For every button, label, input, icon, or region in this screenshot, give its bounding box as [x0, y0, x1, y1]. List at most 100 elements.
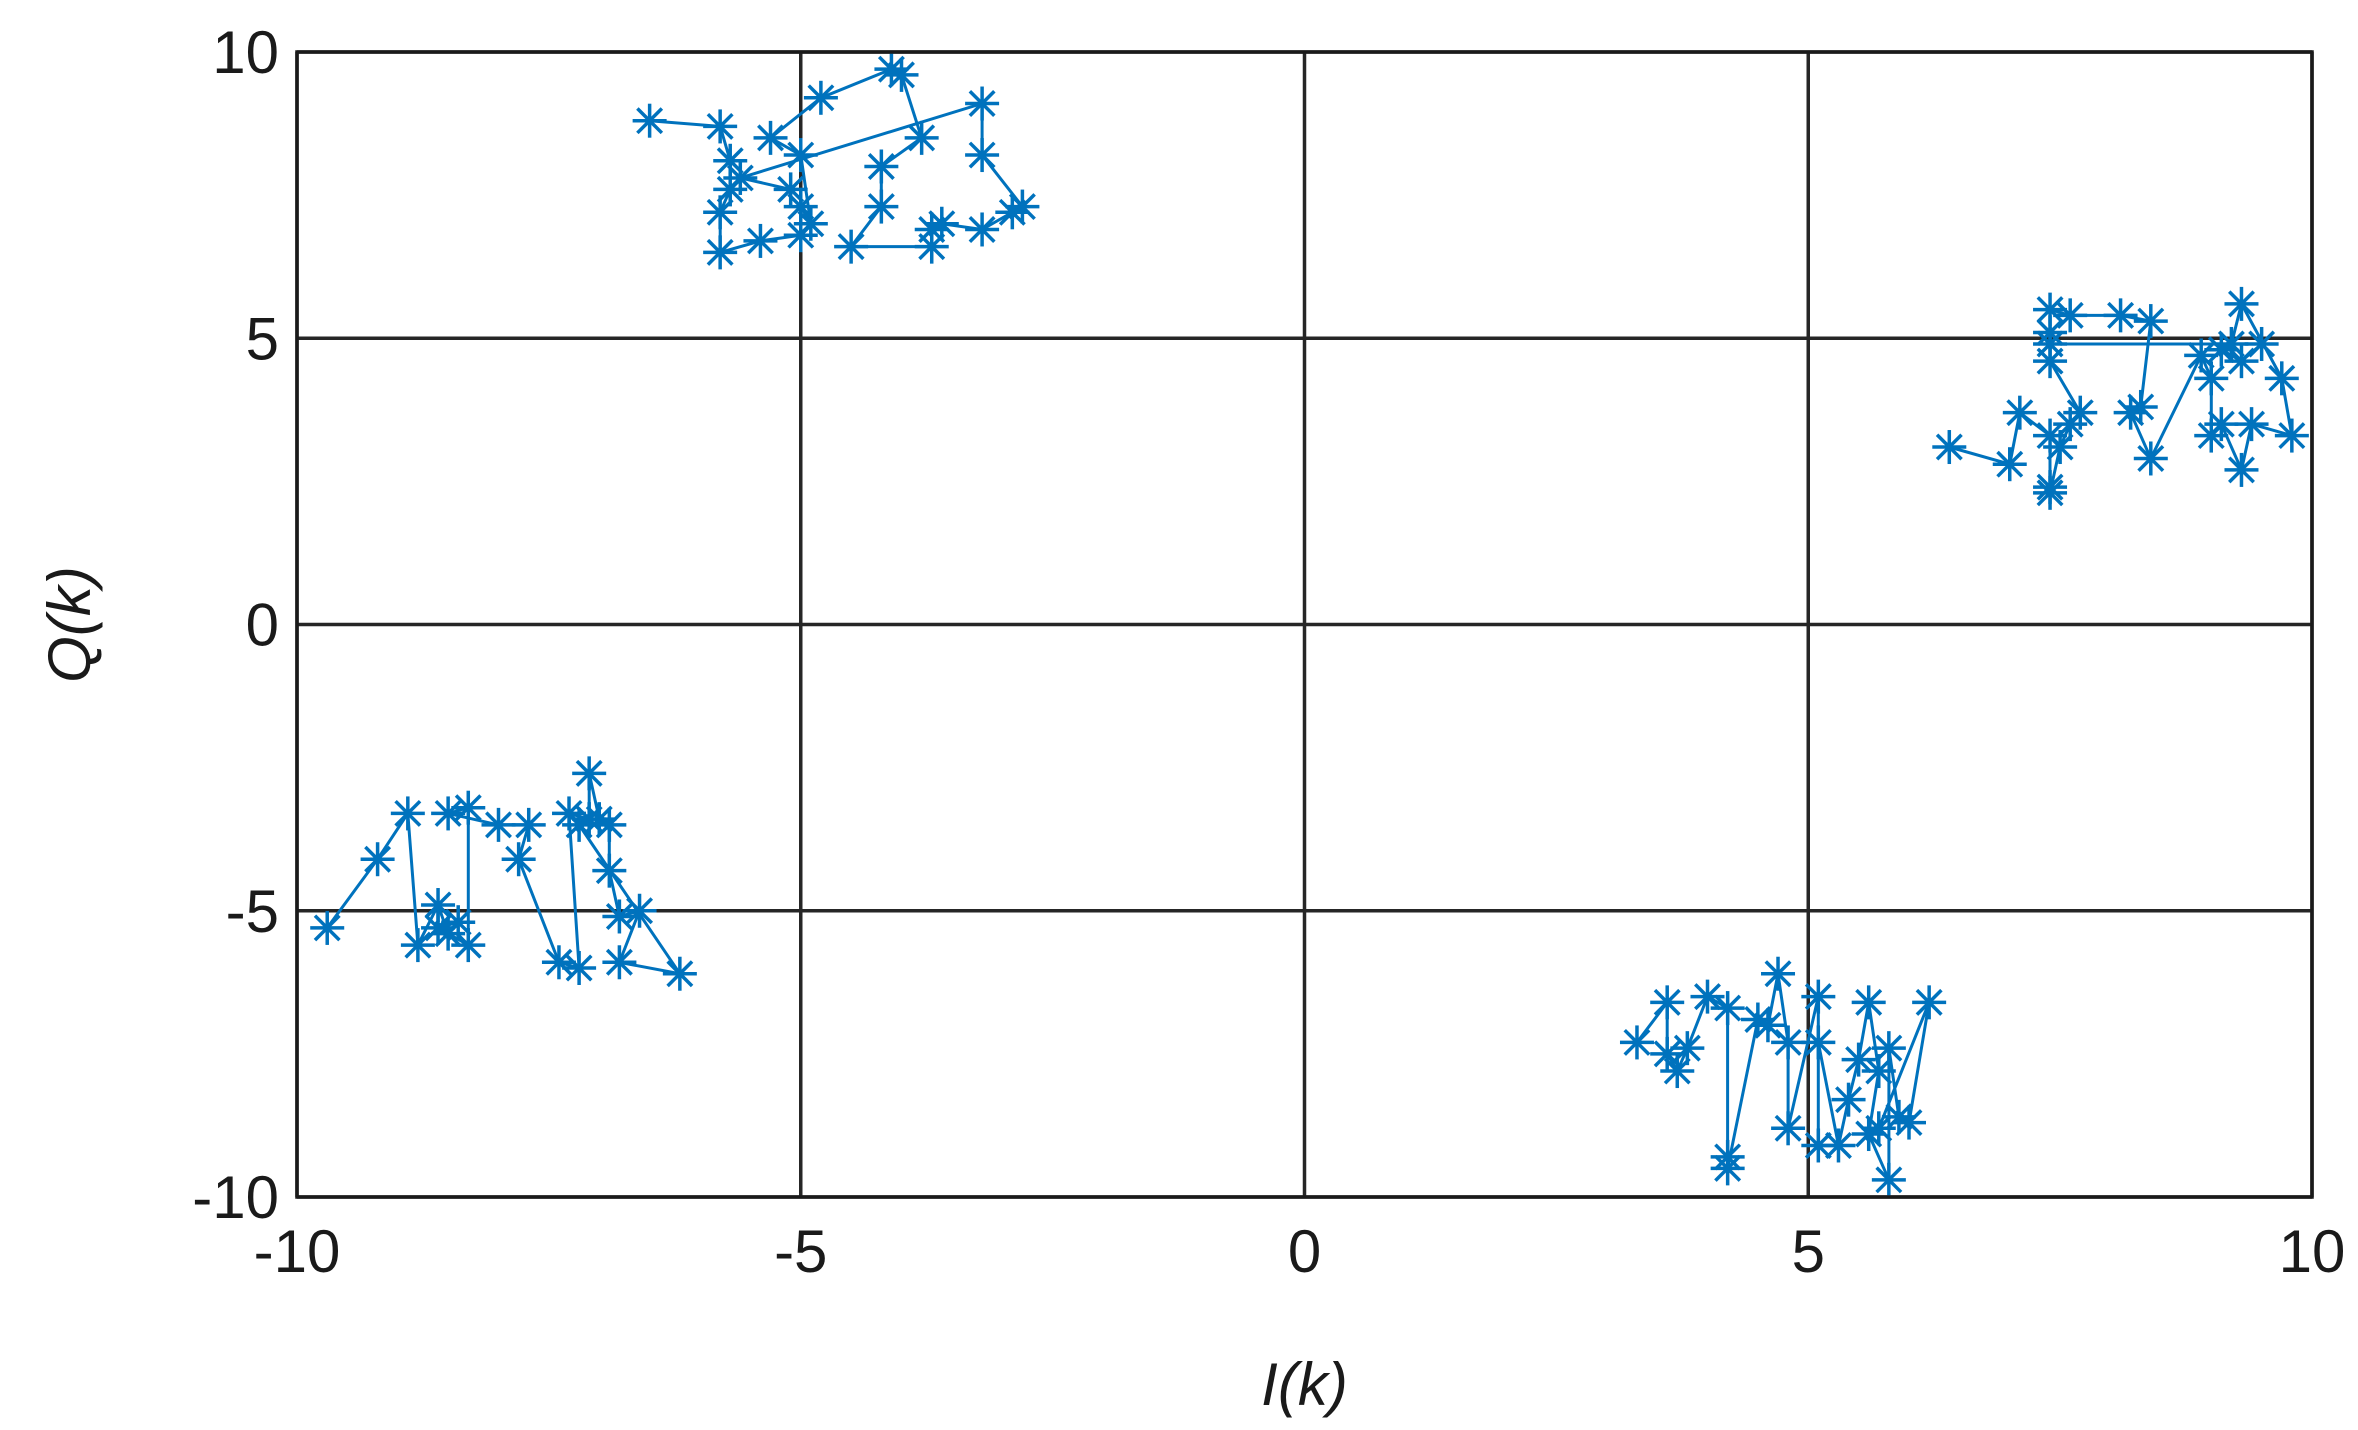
data-point	[1650, 985, 1685, 1020]
data-point	[562, 951, 597, 985]
data-point	[2033, 475, 2068, 510]
data-point	[1801, 979, 1836, 1014]
data-point	[1851, 1117, 1886, 1152]
data-point	[914, 212, 949, 247]
data-point	[1892, 1105, 1926, 1140]
data-point	[924, 206, 959, 241]
data-point	[1871, 1162, 1906, 1197]
data-point	[1710, 991, 1745, 1026]
data-point	[2264, 361, 2299, 396]
data-point	[602, 945, 637, 980]
data-point	[511, 807, 546, 842]
data-point	[1881, 1099, 1916, 1134]
data-point	[965, 138, 1000, 173]
data-point	[1932, 430, 1967, 465]
data-point	[602, 899, 637, 934]
data-point	[592, 807, 627, 842]
data-point	[1861, 1111, 1896, 1146]
data-point	[1861, 1054, 1896, 1089]
data-point	[360, 842, 395, 877]
data-point	[2244, 326, 2279, 361]
data-point	[1690, 979, 1725, 1014]
data-point	[1871, 1031, 1906, 1066]
series-line	[325, 773, 684, 976]
data-point	[2033, 292, 2068, 327]
data-point	[1005, 189, 1040, 224]
data-point	[2133, 304, 2168, 339]
x-tick-label: 0	[1288, 1218, 1321, 1285]
y-tick-label: -5	[226, 878, 279, 945]
x-tick-label: 10	[2279, 1218, 2346, 1285]
plot-frame	[295, 50, 2314, 1199]
data-point	[864, 189, 899, 224]
data-point	[995, 195, 1030, 230]
data-point	[431, 796, 466, 831]
y-tick-labels: -10 -5 0 5 10	[192, 19, 279, 1231]
x-tick-label: 5	[1792, 1218, 1825, 1285]
data-point	[1750, 1008, 1785, 1043]
data-point	[632, 103, 667, 138]
data-point	[2224, 452, 2259, 487]
data-point	[622, 893, 657, 928]
data-point	[783, 138, 818, 173]
data-point	[793, 206, 828, 241]
data-point	[1821, 1128, 1856, 1163]
data-point	[703, 235, 738, 270]
data-point	[803, 80, 838, 115]
data-point	[2033, 326, 2068, 361]
data-point	[501, 842, 536, 877]
data-point	[2204, 407, 2239, 442]
data-point	[753, 120, 788, 155]
series-3	[1619, 956, 1947, 1197]
data-point	[713, 143, 748, 178]
data-point	[2204, 332, 2239, 367]
y-tick-label: 5	[246, 305, 279, 372]
data-point	[965, 212, 1000, 247]
data-point	[1650, 1036, 1685, 1071]
data-point	[884, 57, 919, 92]
data-point	[1801, 1025, 1836, 1060]
data-point	[2224, 344, 2259, 379]
x-tick-label: -5	[774, 1218, 827, 1285]
series-2	[310, 756, 697, 991]
data-point	[2113, 395, 2148, 430]
data-point	[2123, 389, 2158, 424]
series-0	[632, 52, 1040, 270]
data-point	[1992, 447, 2027, 482]
data-point	[481, 807, 516, 842]
data-point	[2274, 418, 2309, 453]
data-point	[743, 223, 778, 258]
data-point	[572, 756, 607, 791]
x-tick-label: -10	[254, 1218, 341, 1285]
data-point	[400, 928, 435, 963]
data-point	[703, 195, 738, 230]
data-point	[421, 910, 456, 945]
data-point	[1670, 1031, 1705, 1066]
data-point	[1841, 1042, 1876, 1077]
data-point	[451, 790, 486, 825]
data-point	[1771, 1111, 1806, 1146]
data-point	[451, 928, 486, 963]
series-1	[1932, 286, 2309, 510]
data-point	[390, 796, 425, 831]
x-axis-label: I(k)	[1261, 1351, 1348, 1418]
series	[310, 52, 2309, 1197]
data-point	[723, 160, 758, 195]
y-tick-label: 0	[246, 592, 279, 659]
data-point	[2063, 395, 2098, 430]
x-tick-labels: -10 -5 0 5 10	[254, 1218, 2346, 1285]
data-point	[773, 172, 808, 207]
data-point	[2053, 298, 2088, 333]
data-point	[310, 910, 345, 945]
grid	[295, 50, 2314, 1199]
data-point	[965, 86, 1000, 121]
data-point	[1761, 956, 1796, 991]
data-point	[1710, 1151, 1745, 1186]
data-point	[2133, 441, 2168, 476]
y-tick-label: 10	[212, 19, 279, 86]
data-point	[662, 956, 697, 991]
data-point	[2194, 361, 2229, 396]
data-point	[834, 229, 869, 264]
data-point	[2224, 286, 2259, 321]
